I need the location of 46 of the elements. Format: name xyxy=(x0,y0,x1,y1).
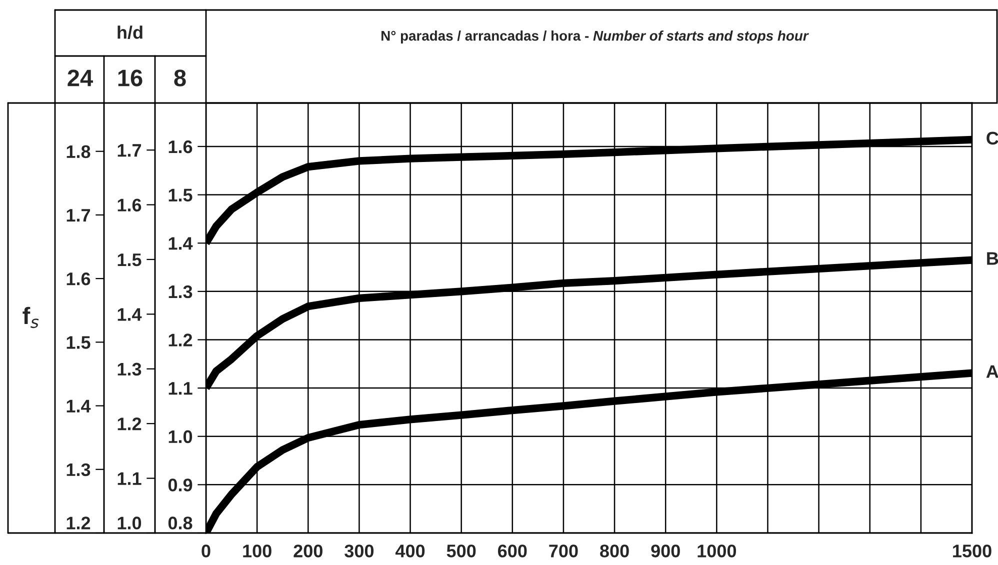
y2-tick-label: 1.1 xyxy=(118,472,142,485)
y-tick-label: 1.2 xyxy=(168,334,192,346)
y-tick-label: 1.6 xyxy=(168,140,192,154)
y-tick-label: 1.1 xyxy=(168,382,192,395)
series-label: C xyxy=(986,132,998,145)
x-tick-label: 500 xyxy=(446,544,476,558)
y3-tick-label: 1.6 xyxy=(66,272,90,286)
y2-tick-label: 1.3 xyxy=(118,362,142,376)
text: h/d xyxy=(118,26,142,40)
x-tick-label: 900 xyxy=(651,544,680,558)
chart-title: N° paradas / arrancadas / hora - xyxy=(382,30,589,44)
chart-subtitle: Number of starts and stops hour xyxy=(593,30,809,44)
y-tick-label: 0.9 xyxy=(168,478,192,492)
y3-tick-label: 1.3 xyxy=(66,463,90,476)
y2-tick-label: 1.6 xyxy=(118,198,142,212)
y3-tick-label: 1.4 xyxy=(66,400,91,412)
y-axis-title: 8 xyxy=(174,70,186,86)
x-tick-label: 700 xyxy=(549,544,578,558)
y-tick-label: 1.5 xyxy=(168,188,192,202)
y3-tick-label: 1.5 xyxy=(66,336,90,349)
y2-tick-label: 1.2 xyxy=(118,418,142,430)
y2-tick-label: 1.0 xyxy=(118,516,142,530)
x-tick-label: 400 xyxy=(395,544,425,558)
y-tick-label: 1.0 xyxy=(168,430,192,444)
x-tick-label: 200 xyxy=(294,544,322,558)
text: f$_{s}$ xyxy=(22,306,39,328)
y2-tick-label: 1.4 xyxy=(118,308,142,321)
x-tick-label: 1000 xyxy=(698,544,736,558)
x-tick-label: 100 xyxy=(243,544,272,558)
series-label: A xyxy=(986,365,998,378)
y2-tick-label: 1.5 xyxy=(118,254,142,266)
y-tick-label: 1.3 xyxy=(168,285,192,298)
x-tick-label: 300 xyxy=(344,544,374,558)
x-tick-label: 600 xyxy=(498,544,527,558)
y3-tick-label: 1.2 xyxy=(66,516,90,530)
y-tick-label: 0.8 xyxy=(168,516,192,530)
y2-tick-label: 1.7 xyxy=(118,144,142,157)
x-tick-label: 800 xyxy=(600,544,629,558)
x-tick-label: 1500 xyxy=(953,544,992,558)
y3-tick-label: 1.7 xyxy=(66,209,90,222)
y3-axis-title: 24 xyxy=(68,70,94,86)
x-tick-label: 0 xyxy=(202,544,210,558)
series-label: B xyxy=(987,252,998,265)
y3-tick-label: 1.8 xyxy=(66,145,90,158)
y-tick-label: 1.4 xyxy=(168,237,193,250)
y2-axis-title: 16 xyxy=(118,70,142,86)
